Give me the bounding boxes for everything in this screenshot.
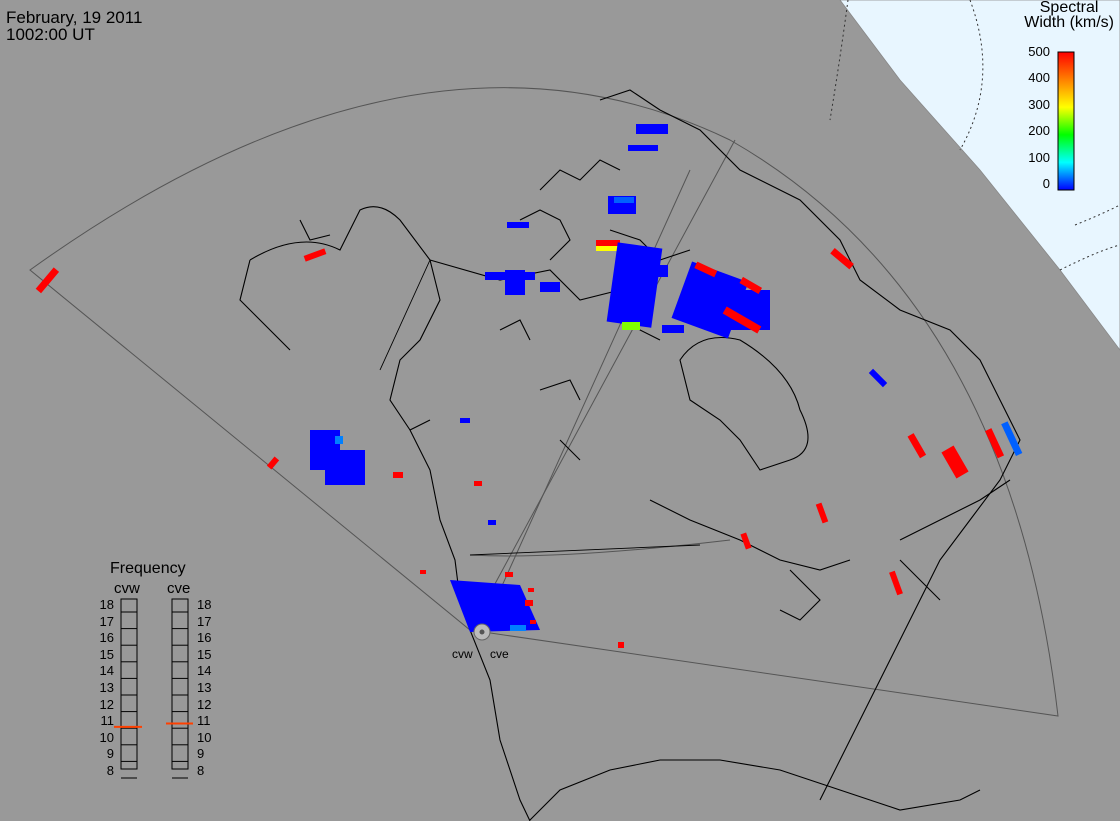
- echo-cell: [694, 261, 718, 278]
- echo-cell: [941, 445, 969, 479]
- freq-tick-right: 10: [197, 729, 212, 745]
- echo-cell: [325, 450, 365, 485]
- echo-cell: [460, 418, 470, 423]
- echo-cell: [510, 625, 526, 631]
- colorbar-tick-label: 0: [1042, 176, 1050, 191]
- echo-cell: [1001, 421, 1023, 457]
- echo-cell: [596, 246, 618, 251]
- echo-cell: [648, 265, 668, 277]
- echo-cell: [815, 502, 829, 524]
- dotted-latitude-circle: [829, 0, 849, 121]
- echo-cell: [606, 242, 663, 328]
- echo-cell: [485, 272, 535, 280]
- dotted-latitude-circle-4: [1074, 204, 1120, 226]
- echo-cell: [303, 248, 327, 262]
- freq-tick-right: 9: [197, 746, 205, 762]
- frequency-gauges: [120, 598, 189, 770]
- echo-cell: [985, 428, 1005, 459]
- time-label: 1002:00 UT: [6, 25, 95, 44]
- freq-tick-right: 17: [197, 613, 212, 629]
- echo-cell: [505, 572, 513, 577]
- frequency-markers: [114, 722, 193, 728]
- echo-cell: [507, 222, 529, 228]
- frequency-title: Frequency: [110, 560, 186, 577]
- echo-cell: [889, 570, 903, 596]
- freq-tick-right: 14: [197, 663, 212, 679]
- sunlit-region: [839, 0, 1120, 351]
- dotted-latitude-circle-3: [1059, 244, 1120, 271]
- freq-tick-left: 12: [99, 696, 114, 712]
- echo-cell: [35, 267, 60, 294]
- echo-cell: [266, 456, 280, 470]
- freq-tick-left: 10: [99, 729, 114, 745]
- echo-cell: [335, 436, 343, 444]
- freq-tick-right: 8: [197, 763, 205, 778]
- echo-cell: [450, 580, 540, 632]
- colorbar: [1057, 51, 1075, 191]
- colorbar-tick-label: 500: [1028, 44, 1050, 59]
- radar-label-cve: cve: [490, 647, 509, 661]
- borders: [379, 259, 701, 556]
- freq-tick-right: 11: [197, 713, 211, 729]
- freq-tick-left: 17: [99, 613, 114, 629]
- echo-cell: [596, 240, 620, 246]
- freq-tick-right: 15: [197, 646, 212, 662]
- freq-tick-left: 18: [99, 597, 114, 612]
- freq-tick-right: 16: [197, 630, 212, 646]
- echo-cell: [907, 433, 927, 459]
- echo-cell: [525, 600, 533, 606]
- colorbar-title-line1: Spectral: [1039, 0, 1099, 16]
- radar-label-cvw: cvw: [452, 647, 473, 661]
- freq-tick-right: 12: [197, 696, 212, 712]
- echo-cell: [740, 532, 752, 550]
- frequency-tick-lines: [121, 611, 188, 779]
- freq-tick-left: 16: [99, 630, 114, 646]
- freq-tick-right: 13: [197, 680, 212, 695]
- echo-cell: [474, 481, 482, 486]
- colorbar-title-line2: Width (km/s): [1024, 14, 1114, 31]
- freq-tick-left: 14: [99, 663, 114, 679]
- echoes: [35, 124, 1023, 648]
- echo-cell: [868, 368, 888, 388]
- freq-tick-right: 18: [197, 597, 212, 612]
- echo-cell: [528, 588, 534, 592]
- echo-cell: [393, 472, 403, 478]
- colorbar-title: Spectral Width (km/s): [1024, 0, 1114, 31]
- freq-tick-left: 13: [99, 680, 114, 695]
- echo-cell: [830, 247, 854, 270]
- echo-cell: [636, 124, 668, 134]
- echo-cell: [739, 276, 763, 294]
- date-label: February, 19 2011: [6, 8, 143, 27]
- freq-tick-left: 9: [106, 746, 114, 762]
- echo-cell: [530, 620, 536, 624]
- freq-tick-left: 11: [100, 713, 115, 729]
- colorbar-tick-label: 400: [1028, 70, 1050, 86]
- echo-cell: [722, 306, 762, 334]
- radar-site-dot: [479, 629, 485, 635]
- colorbar-tick-label: 100: [1028, 149, 1050, 165]
- echo-cell: [488, 520, 496, 525]
- echo-cell: [618, 642, 624, 648]
- freq-tick-left: 8: [106, 763, 114, 778]
- echo-cell: [628, 145, 658, 151]
- echo-cell: [614, 197, 634, 203]
- echo-cell: [540, 282, 560, 292]
- freq-radar-label-cve: cve: [167, 580, 191, 597]
- colorbar-tick-label: 300: [1028, 96, 1050, 112]
- freq-radar-label-cvw: cvw: [114, 580, 140, 597]
- echo-cell: [420, 570, 426, 574]
- freq-tick-left: 15: [99, 646, 114, 662]
- echo-cell: [622, 322, 640, 330]
- echo-cell: [662, 325, 684, 333]
- colorbar-tick-label: 200: [1028, 123, 1050, 139]
- fov-outline: [29, 87, 1059, 717]
